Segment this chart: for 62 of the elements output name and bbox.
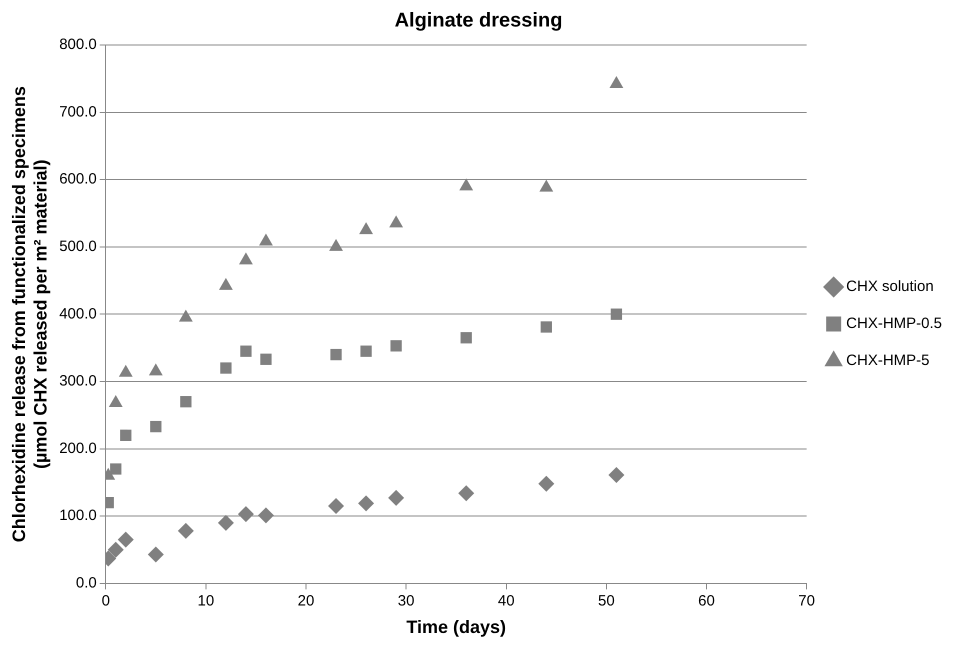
point — [178, 310, 193, 322]
point — [330, 348, 342, 360]
point — [148, 546, 164, 562]
legend-label: CHX solution — [846, 278, 934, 296]
y-tick-label: 100.0 — [59, 507, 97, 524]
x-tick-label: 10 — [198, 592, 214, 610]
point — [118, 532, 134, 548]
x-tick-label: 40 — [498, 592, 515, 610]
point — [118, 364, 133, 377]
point — [610, 308, 622, 320]
y-tick-label: 0.0 — [76, 574, 97, 592]
chart-title: Alginate dressing — [394, 10, 562, 32]
point — [389, 215, 404, 228]
point — [460, 332, 472, 344]
point — [539, 180, 554, 192]
point — [259, 234, 273, 246]
point — [108, 542, 124, 558]
y-axis-title: Chlorhexidine release from functionalized specimens (µmol CHX released per m² material) — [8, 86, 50, 542]
point — [359, 222, 374, 234]
point — [120, 430, 132, 441]
point — [148, 363, 163, 376]
point — [108, 395, 123, 408]
point — [608, 467, 624, 484]
point — [459, 178, 474, 190]
x-axis-title: Time (days) — [406, 617, 506, 638]
y-tick-label: 200.0 — [59, 440, 97, 457]
point — [260, 354, 272, 365]
point — [220, 362, 232, 374]
point — [328, 498, 344, 514]
y-tick-label: 500.0 — [59, 238, 97, 256]
point — [329, 238, 343, 251]
x-tick-label: 20 — [298, 592, 314, 610]
y-tick-label: 800.0 — [59, 36, 97, 54]
point — [388, 490, 404, 506]
legend-label: CHX-HMP-5 — [846, 352, 930, 370]
point — [358, 495, 374, 512]
point — [180, 396, 192, 408]
x-tick-label: 0 — [102, 592, 110, 610]
point — [110, 463, 122, 475]
point — [258, 507, 274, 524]
x-tick-label: 60 — [698, 592, 715, 610]
point — [458, 485, 474, 502]
point — [238, 506, 254, 522]
y-tick-label: 300.0 — [59, 372, 97, 390]
point — [540, 321, 552, 333]
point — [218, 514, 234, 531]
point — [360, 346, 372, 357]
point — [240, 346, 252, 357]
point — [609, 76, 624, 88]
legend-label: CHX-HMP-0.5 — [846, 315, 942, 332]
y-tick-label: 400.0 — [59, 305, 97, 322]
x-tick-label: 70 — [798, 592, 815, 610]
x-tick-label: 30 — [398, 592, 414, 610]
point — [238, 252, 253, 264]
point — [150, 420, 162, 432]
y-tick-label: 700.0 — [59, 103, 97, 120]
x-tick-label: 50 — [598, 592, 615, 610]
point — [538, 476, 554, 492]
point — [178, 522, 194, 539]
y-tick-label: 600.0 — [59, 170, 97, 188]
point — [390, 340, 402, 352]
point — [218, 278, 233, 290]
